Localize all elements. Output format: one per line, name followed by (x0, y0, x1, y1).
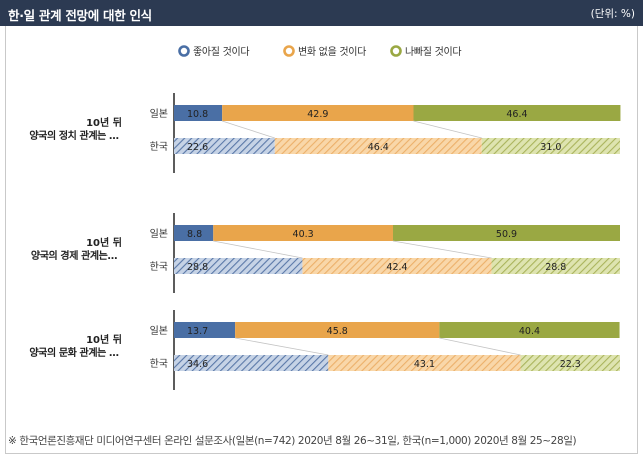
bar-row-japan: 일본 10.8 42.9 46.4 (150, 105, 621, 121)
bar-segment-bad (439, 322, 620, 338)
bar-segment-same (328, 355, 521, 371)
value-label-same: 42.4 (386, 262, 407, 273)
bar-row-korea: 한국 22.6 46.4 31.0 (150, 138, 620, 154)
bar-segment-bad (413, 105, 621, 121)
country-label: 일본 (150, 228, 168, 240)
legend: 좋아질 것이다 변화 없을 것이다 나빠질 것이다 (178, 45, 462, 58)
value-label-good: 34.6 (187, 359, 208, 370)
legend-label-good: 좋아질 것이다 (193, 46, 249, 58)
group-label-line1: 10년 뒤 (86, 333, 122, 346)
chart-header: 한·일 관계 전망에 대한 인식 (단위: %) (0, 0, 643, 26)
country-label: 일본 (150, 325, 168, 337)
value-label-good: 8.8 (187, 229, 202, 240)
bar-segment-bad (520, 355, 620, 371)
legend-marker-good (178, 45, 190, 57)
value-label-bad: 31.0 (540, 142, 561, 153)
connector-line (213, 240, 303, 259)
value-label-bad: 50.9 (496, 229, 517, 240)
bar-segment-same (302, 258, 492, 274)
value-label-good: 28.8 (187, 262, 208, 273)
value-label-bad: 40.4 (519, 326, 540, 337)
unit-label: (단위: %) (590, 8, 635, 20)
bar-segment-bad (491, 258, 620, 274)
group-label-line2: 양국의 정치 관계는 … (29, 129, 119, 142)
bar-row-korea: 한국 28.8 42.4 28.8 (150, 258, 620, 274)
value-label-good: 13.7 (187, 326, 208, 337)
bar-segment-bad (392, 225, 620, 241)
chart-title: 한·일 관계 전망에 대한 인식 (8, 8, 152, 23)
bar-row-japan: 일본 8.8 40.3 50.9 (150, 225, 620, 241)
bar-row-korea: 한국 34.6 43.1 22.3 (150, 355, 620, 371)
bar-segment-good (174, 258, 303, 274)
bar-segment-good (174, 322, 236, 338)
country-label: 한국 (150, 358, 168, 370)
group-label-line2: 양국의 문화 관계는 … (29, 346, 119, 359)
legend-label-same: 변화 없을 것이다 (298, 45, 366, 58)
bar-segment-good (174, 138, 275, 154)
country-label: 일본 (150, 108, 168, 120)
bar-row-japan: 일본 13.7 45.8 40.4 (150, 322, 620, 338)
bar-segment-same (235, 322, 440, 338)
value-label-bad: 28.8 (545, 262, 566, 273)
legend-label-bad: 나빠질 것이다 (405, 46, 461, 58)
bar-segment-same (213, 225, 393, 241)
value-label-good: 10.8 (187, 109, 208, 120)
value-label-bad: 22.3 (560, 359, 581, 370)
value-label-same: 45.8 (327, 326, 348, 337)
bar-segment-good (174, 355, 329, 371)
value-label-same: 43.1 (414, 359, 435, 370)
value-label-same: 42.9 (307, 109, 328, 120)
group-label-line2: 양국의 경제 관계는… (31, 249, 118, 262)
bar-segment-good (174, 225, 214, 241)
source-footnote: ※ 한국언론진흥재단 미디어연구센터 온라인 설문조사(일본(n=742) 20… (8, 435, 577, 447)
bar-segment-same (274, 138, 482, 154)
connector-line (222, 120, 275, 139)
bar-segment-bad (481, 138, 620, 154)
group-label-line1: 10년 뒤 (86, 116, 122, 129)
connector-line (392, 240, 492, 259)
value-label-bad: 46.4 (506, 109, 527, 120)
connector-line (439, 337, 521, 356)
value-label-same: 46.4 (368, 142, 389, 153)
group-label-line1: 10년 뒤 (86, 236, 122, 249)
connector-line (235, 337, 329, 356)
country-label: 한국 (150, 261, 168, 273)
country-label: 한국 (150, 141, 168, 153)
bar-segment-good (174, 105, 223, 121)
value-label-same: 40.3 (293, 229, 314, 240)
chart-panel: 좋아질 것이다 변화 없을 것이다 나빠질 것이다 10년 뒤 양국의 정치 관계는 … (5, 26, 638, 454)
legend-marker-bad (390, 45, 402, 57)
value-label-good: 22.6 (187, 142, 208, 153)
legend-marker-same (283, 45, 295, 57)
bar-segment-same (222, 105, 414, 121)
connector-line (413, 120, 482, 139)
